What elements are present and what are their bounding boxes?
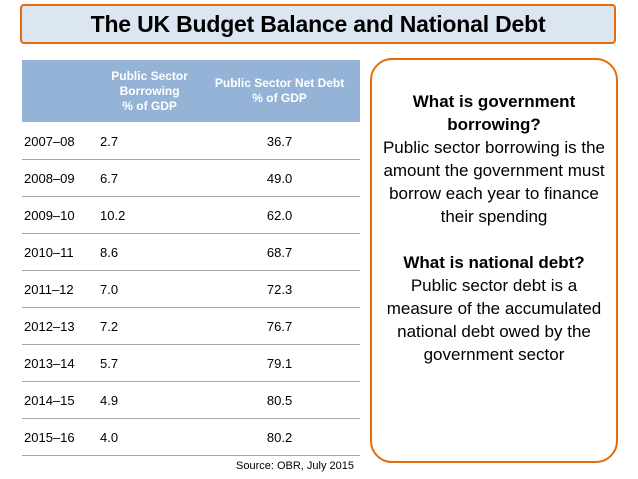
debt-cell: 49.0: [199, 159, 360, 197]
table-row: 2009–10 10.2 62.0: [22, 196, 360, 234]
borrowing-cell: 4.0: [100, 418, 200, 456]
table-header-row: Public Sector Borrowing% of GDP Public Se…: [22, 60, 360, 123]
table-row: 2007–08 2.7 36.7: [22, 122, 360, 160]
borrowing-cell: 8.6: [100, 233, 200, 271]
borrowing-cell: 6.7: [100, 159, 200, 197]
year-cell: 2012–13: [22, 307, 100, 345]
borrowing-cell: 10.2: [100, 196, 200, 234]
debt-answer: Public sector debt is a measure of the a…: [386, 276, 602, 364]
year-cell: 2015–16: [22, 418, 100, 456]
table-row: 2013–14 5.7 79.1: [22, 344, 360, 382]
info-panel: What is government borrowing? Public sec…: [370, 58, 618, 463]
year-cell: 2011–12: [22, 270, 100, 308]
spacer: [382, 228, 606, 251]
debt-cell: 62.0: [199, 196, 360, 234]
year-column-header: [22, 60, 100, 123]
year-cell: 2013–14: [22, 344, 100, 382]
year-cell: 2009–10: [22, 196, 100, 234]
year-cell: 2014–15: [22, 381, 100, 419]
debt-cell: 80.2: [199, 418, 360, 456]
table-row: 2015–16 4.0 80.2: [22, 418, 360, 456]
table-row: 2012–13 7.2 76.7: [22, 307, 360, 345]
debt-cell: 80.5: [199, 381, 360, 419]
budget-table: Public Sector Borrowing% of GDP Public Se…: [22, 60, 360, 456]
debt-cell: 79.1: [199, 344, 360, 382]
year-cell: 2010–11: [22, 233, 100, 271]
table-row: 2008–09 6.7 49.0: [22, 159, 360, 197]
borrowing-cell: 5.7: [100, 344, 200, 382]
debt-cell: 76.7: [199, 307, 360, 345]
borrowing-column-header: Public Sector Borrowing% of GDP: [100, 60, 200, 123]
table-row: 2010–11 8.6 68.7: [22, 233, 360, 271]
borrowing-cell: 7.0: [100, 270, 200, 308]
debt-cell: 68.7: [199, 233, 360, 271]
source-note: Source: OBR, July 2015: [236, 460, 355, 472]
borrowing-cell: 2.7: [100, 122, 200, 160]
table-row: 2011–12 7.0 72.3: [22, 270, 360, 308]
debt-cell: 72.3: [199, 270, 360, 308]
borrowing-cell: 4.9: [100, 381, 200, 419]
borrowing-cell: 7.2: [100, 307, 200, 345]
debt-question: What is national debt?: [403, 253, 585, 272]
borrowing-question: What is government borrowing?: [412, 92, 576, 134]
table-row: 2014–15 4.9 80.5: [22, 381, 360, 419]
borrowing-answer: Public sector borrowing is the amount th…: [382, 138, 606, 226]
debt-column-header: Public Sector Net Debt% of GDP: [199, 60, 360, 123]
debt-cell: 36.7: [199, 122, 360, 160]
page-title: The UK Budget Balance and National Debt: [90, 10, 546, 37]
borrowing-header-text: Public Sector Borrowing% of GDP: [111, 68, 188, 113]
year-cell: 2007–08: [22, 122, 100, 160]
debt-header-text: Public Sector Net Debt% of GDP: [214, 76, 345, 105]
title-banner: The UK Budget Balance and National Debt: [20, 4, 616, 44]
year-cell: 2008–09: [22, 159, 100, 197]
